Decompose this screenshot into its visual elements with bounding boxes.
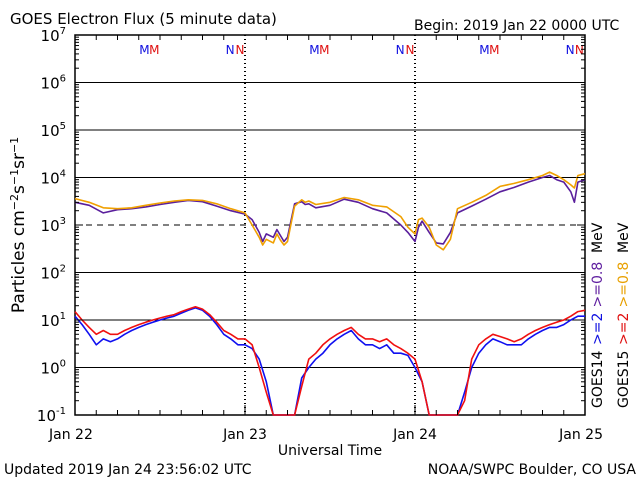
updated-time: Updated 2019 Jan 24 23:56:02 UTC xyxy=(4,462,252,478)
legend-label: GOES15 xyxy=(616,351,632,408)
legend-label: >=0.8 xyxy=(616,262,632,308)
mn-marker: N xyxy=(575,43,584,57)
grid-lines xyxy=(75,82,585,368)
y-tick-label: 101 xyxy=(41,311,66,330)
y-tick-label: 10-1 xyxy=(37,406,66,425)
y-axis-label: Particles cm−2s−1sr−1 xyxy=(8,137,29,313)
mn-marker: M xyxy=(149,43,159,57)
mn-marker: M xyxy=(309,43,319,57)
mn-marker: M xyxy=(479,43,489,57)
series-line xyxy=(74,171,586,251)
mn-marker: M xyxy=(319,43,329,57)
mn-marker: N xyxy=(406,43,415,57)
x-axis-label: Universal Time xyxy=(278,443,382,459)
mn-marker: M xyxy=(489,43,499,57)
y-tick-label: 103 xyxy=(41,216,66,235)
mn-marker: N xyxy=(236,43,245,57)
x-tick-label: Jan 24 xyxy=(392,427,437,443)
series-line xyxy=(74,305,586,416)
y-tick-label: 106 xyxy=(41,74,66,93)
mn-marker: N xyxy=(396,43,405,57)
y-tick-label: 102 xyxy=(41,264,66,283)
series-line xyxy=(74,307,585,416)
series-line xyxy=(74,174,586,245)
y-tick-label: 107 xyxy=(41,26,66,45)
legend-label: >=2 xyxy=(616,313,632,345)
x-axis-ticks: Jan 22 Jan 23 Jan 24 Jan 25 xyxy=(48,35,603,443)
y-tick-label: 105 xyxy=(41,121,66,140)
series-layer xyxy=(74,171,586,416)
y-axis-ticks: 10-1 100 101 102 103 104 105 106 107 xyxy=(37,26,585,425)
x-tick-label: Jan 22 xyxy=(48,427,93,443)
begin-time: Begin: 2019 Jan 22 0000 UTC xyxy=(414,18,619,34)
legend-label: >=0.8 xyxy=(590,262,606,308)
credit: NOAA/SWPC Boulder, CO USA xyxy=(428,462,637,478)
legend-label: MeV xyxy=(616,222,632,253)
x-tick-label: Jan 23 xyxy=(222,427,267,443)
y-tick-label: 104 xyxy=(41,169,66,188)
y-tick-label: 100 xyxy=(41,359,66,378)
mn-marker: N xyxy=(566,43,575,57)
day-boundaries xyxy=(244,35,416,415)
legend-label: GOES14 xyxy=(590,350,606,408)
legend-label: >=2 xyxy=(590,313,606,345)
series-legend: GOES14 >=2 >=0.8 MeV GOES15 >=2 >=0.8 MeV xyxy=(590,222,632,408)
x-tick-label: Jan 25 xyxy=(558,427,603,443)
chart-title: GOES Electron Flux (5 minute data) xyxy=(10,10,277,28)
mn-marker: N xyxy=(226,43,235,57)
legend-label: MeV xyxy=(590,222,606,253)
mn-marker: M xyxy=(139,43,149,57)
